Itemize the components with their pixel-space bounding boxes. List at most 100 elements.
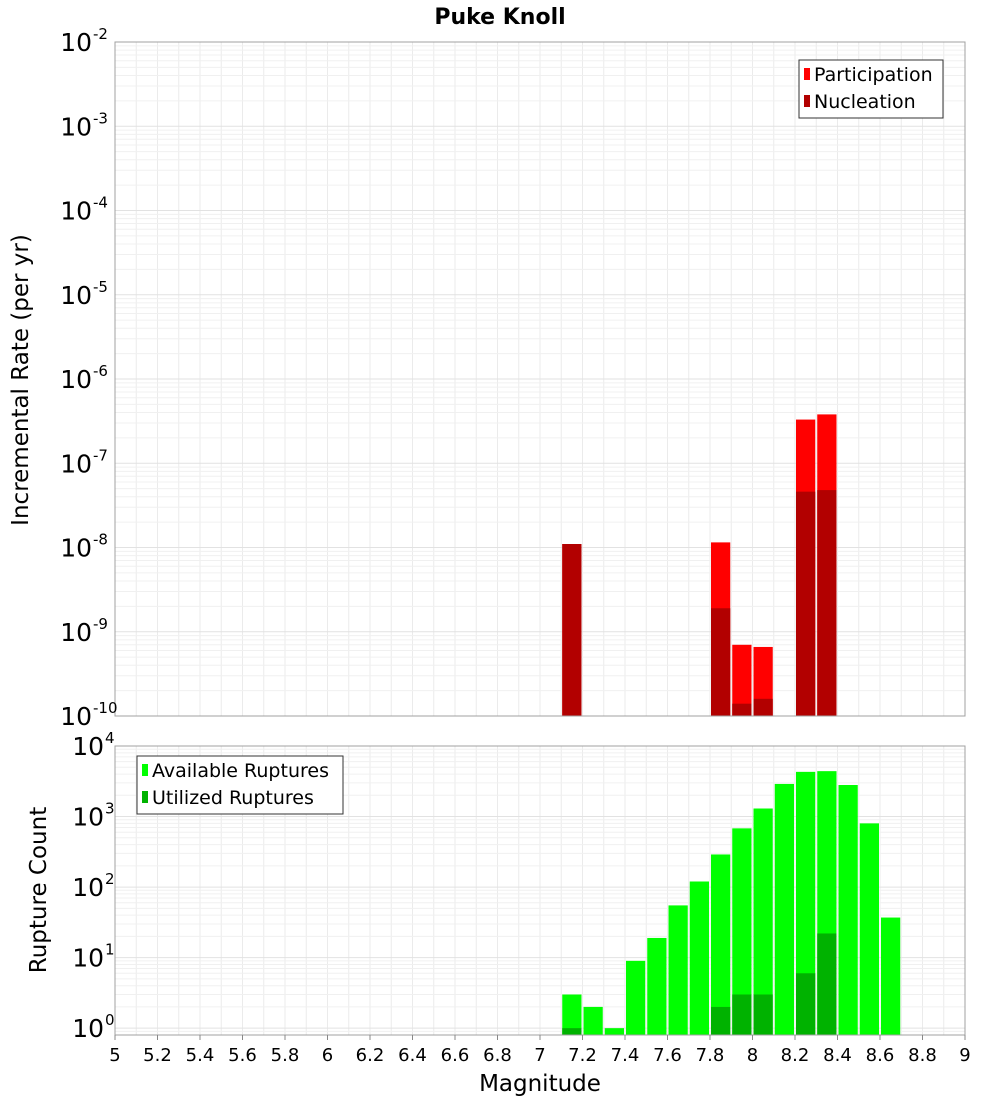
y-tick-label: 10 xyxy=(60,449,92,478)
x-axis-label: Magnitude xyxy=(479,1071,601,1097)
y-tick-label: 10 xyxy=(60,281,92,310)
y-tick-exponent: -4 xyxy=(93,194,108,212)
y-tick-exponent: -5 xyxy=(93,278,108,296)
bar-utilized-ruptures xyxy=(817,933,837,1035)
legend-label: Participation xyxy=(814,64,933,86)
y-tick-label: 10 xyxy=(72,944,104,973)
bar-utilized-ruptures xyxy=(711,1006,731,1035)
y-tick-exponent: -10 xyxy=(93,699,118,717)
bar-available-ruptures xyxy=(668,905,688,1035)
legend-swatch xyxy=(142,791,148,803)
y-tick-exponent: -7 xyxy=(93,446,108,464)
y-tick-label: 10 xyxy=(60,365,92,394)
y-tick-label: 10 xyxy=(60,618,92,647)
bar-utilized-ruptures xyxy=(753,994,773,1035)
legend-rate: Participation Nucleation xyxy=(798,59,944,119)
bar-available-ruptures xyxy=(881,917,901,1035)
bar-nucleation xyxy=(732,703,752,716)
grid-rate xyxy=(114,42,966,717)
legend-swatch xyxy=(142,764,148,776)
y-tick-exponent: -6 xyxy=(93,362,108,380)
bar-available-ruptures xyxy=(711,854,731,1035)
x-tick-label: 6.6 xyxy=(441,1045,470,1066)
y-tick-label: 10 xyxy=(72,803,104,832)
x-tick-label: 6.2 xyxy=(356,1045,385,1066)
bar-utilized-ruptures xyxy=(732,994,752,1035)
x-tick-label: 7.6 xyxy=(653,1045,682,1066)
x-tick-label: 8.6 xyxy=(866,1045,895,1066)
bar-available-ruptures xyxy=(626,960,646,1035)
y-tick-exponent: 2 xyxy=(105,870,115,888)
legend-label: Available Ruptures xyxy=(152,760,329,782)
x-tick-label: 6.8 xyxy=(483,1045,512,1066)
x-tick-label: 9 xyxy=(959,1045,970,1066)
y-tick-exponent: 4 xyxy=(105,729,115,747)
bar-nucleation xyxy=(562,544,582,716)
bars-rate xyxy=(562,414,837,716)
y-tick-exponent: -2 xyxy=(93,25,108,43)
y-tick-exponent: 1 xyxy=(105,941,115,959)
x-tick-label: 8.2 xyxy=(781,1045,810,1066)
x-tick-label: 7 xyxy=(534,1045,545,1066)
bars-count xyxy=(562,771,901,1035)
y-axis-ticks-rate: 10-210-310-410-510-610-710-810-910-10 xyxy=(60,25,117,731)
y-tick-label: 10 xyxy=(60,28,92,57)
x-tick-label: 5.2 xyxy=(143,1045,172,1066)
legend-label: Utilized Ruptures xyxy=(152,787,314,809)
bar-available-ruptures xyxy=(562,994,582,1035)
x-tick-label: 7.4 xyxy=(611,1045,640,1066)
legend-box xyxy=(136,755,344,815)
y-tick-label: 10 xyxy=(60,112,92,141)
bar-utilized-ruptures xyxy=(796,973,816,1035)
bar-nucleation xyxy=(817,490,837,716)
bar-nucleation xyxy=(711,608,731,716)
y-axis-label-rate: Incremental Rate (per yr) xyxy=(8,234,34,526)
y-tick-label: 10 xyxy=(72,732,104,761)
x-tick-label: 5.4 xyxy=(186,1045,215,1066)
y-tick-label: 10 xyxy=(72,1014,104,1043)
y-axis-label-count: Rupture Count xyxy=(26,807,52,973)
legend-box xyxy=(798,59,944,119)
bar-available-ruptures xyxy=(774,783,794,1035)
legend-count: Available Ruptures Utilized Ruptures xyxy=(136,755,344,815)
x-tick-label: 6.4 xyxy=(398,1045,427,1066)
y-tick-exponent: 3 xyxy=(105,800,115,818)
x-tick-label: 6 xyxy=(322,1045,333,1066)
plot-frame-rate xyxy=(114,41,966,717)
chart-title: Puke Knoll xyxy=(434,5,565,30)
bar-available-ruptures xyxy=(583,1006,603,1035)
x-tick-label: 5.8 xyxy=(271,1045,300,1066)
bar-utilized-ruptures xyxy=(562,1028,582,1035)
y-tick-label: 10 xyxy=(60,197,92,226)
bar-available-ruptures xyxy=(604,1028,624,1035)
x-tick-label: 8.4 xyxy=(823,1045,852,1066)
x-tick-label: 8 xyxy=(747,1045,758,1066)
bar-nucleation xyxy=(796,491,816,716)
bar-available-ruptures xyxy=(753,808,773,1035)
bar-participation xyxy=(732,644,752,716)
legend-swatch xyxy=(804,68,810,80)
legend-swatch xyxy=(804,95,810,107)
x-tick-label: 5.6 xyxy=(228,1045,257,1066)
x-tick-label: 7.2 xyxy=(568,1045,597,1066)
y-tick-label: 10 xyxy=(60,702,92,731)
y-tick-label: 10 xyxy=(60,534,92,563)
y-tick-exponent: -8 xyxy=(93,531,108,549)
bar-available-ruptures xyxy=(732,828,752,1035)
bar-participation xyxy=(753,646,773,716)
x-tick-label: 5 xyxy=(109,1045,120,1066)
y-tick-exponent: -3 xyxy=(93,109,108,127)
bar-available-ruptures xyxy=(859,823,879,1035)
bar-available-ruptures xyxy=(689,881,709,1035)
y-tick-exponent: -9 xyxy=(93,615,108,633)
y-tick-exponent: 0 xyxy=(105,1011,115,1029)
x-tick-label: 7.8 xyxy=(696,1045,725,1066)
bar-available-ruptures xyxy=(796,771,816,1035)
legend-label: Nucleation xyxy=(814,91,916,113)
x-axis-ticks: 5 5.2 5.4 5.6 5.8 6 6.2 6.4 6.6 6.8 7 7.2 7.4 7.6 7.8 8… xyxy=(109,1035,971,1066)
y-tick-label: 10 xyxy=(72,873,104,902)
bar-available-ruptures xyxy=(838,784,858,1035)
bar-available-ruptures xyxy=(647,937,667,1035)
